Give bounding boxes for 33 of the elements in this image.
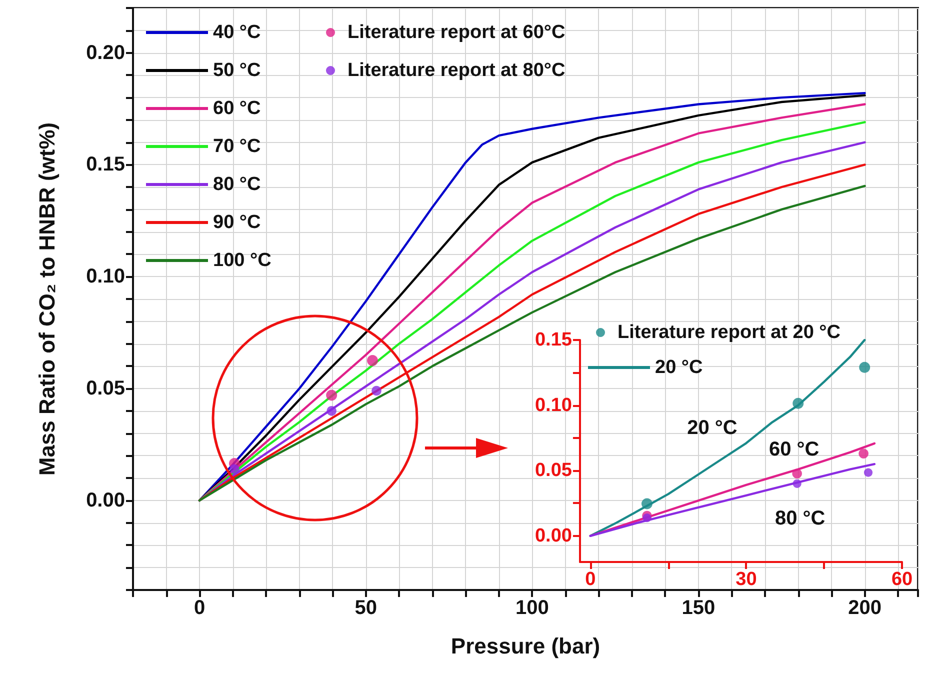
y-tick-label: 0.15 bbox=[86, 154, 125, 176]
y-axis-title: Mass Ratio of CO₂ to HNBR (wt%) bbox=[34, 122, 60, 476]
y-tick-label: 0.10 bbox=[86, 266, 125, 288]
y-tick-label: 0.20 bbox=[86, 42, 125, 64]
legend-label: 100 °C bbox=[213, 250, 272, 271]
legend-label: 70 °C bbox=[213, 136, 262, 157]
x-tick-label: 0 bbox=[585, 569, 596, 590]
x-tick-label: 30 bbox=[736, 569, 757, 590]
y-tick-label: 0.05 bbox=[534, 460, 572, 482]
series-label: 80 °C bbox=[774, 507, 826, 530]
y-tick-label: 0.05 bbox=[86, 378, 125, 400]
x-tick-label: 0 bbox=[194, 597, 206, 619]
x-tick-label: 50 bbox=[354, 597, 377, 619]
legend-label: 20 °C bbox=[655, 357, 704, 378]
legend-label: 40 °C bbox=[213, 22, 262, 43]
series-label: 60 °C bbox=[768, 438, 820, 460]
y-tick-label: 0.10 bbox=[534, 394, 572, 416]
legend-label: 90 °C bbox=[213, 212, 262, 233]
x-tick-label: 150 bbox=[682, 597, 716, 619]
legend-label: Literature report at 60°C bbox=[348, 22, 566, 43]
x-tick-label: 200 bbox=[848, 597, 882, 619]
y-tick-label: 0.00 bbox=[534, 525, 572, 546]
legend-label: Literature report at 80°C bbox=[348, 60, 566, 81]
y-tick-label: 0.00 bbox=[86, 489, 125, 512]
x-axis-title: Pressure (bar) bbox=[450, 634, 600, 658]
legend-label: Literature report at 20 °C bbox=[618, 322, 841, 343]
legend-label: 60 °C bbox=[213, 98, 262, 119]
legend-label: 50 °C bbox=[213, 60, 262, 81]
x-tick-label: 100 bbox=[515, 597, 549, 619]
text: 20 °C bbox=[687, 417, 738, 440]
x-tick-label: 60 bbox=[891, 569, 913, 590]
legend-label: 80 °C bbox=[213, 174, 262, 195]
y-tick-label: 0.15 bbox=[534, 330, 572, 350]
